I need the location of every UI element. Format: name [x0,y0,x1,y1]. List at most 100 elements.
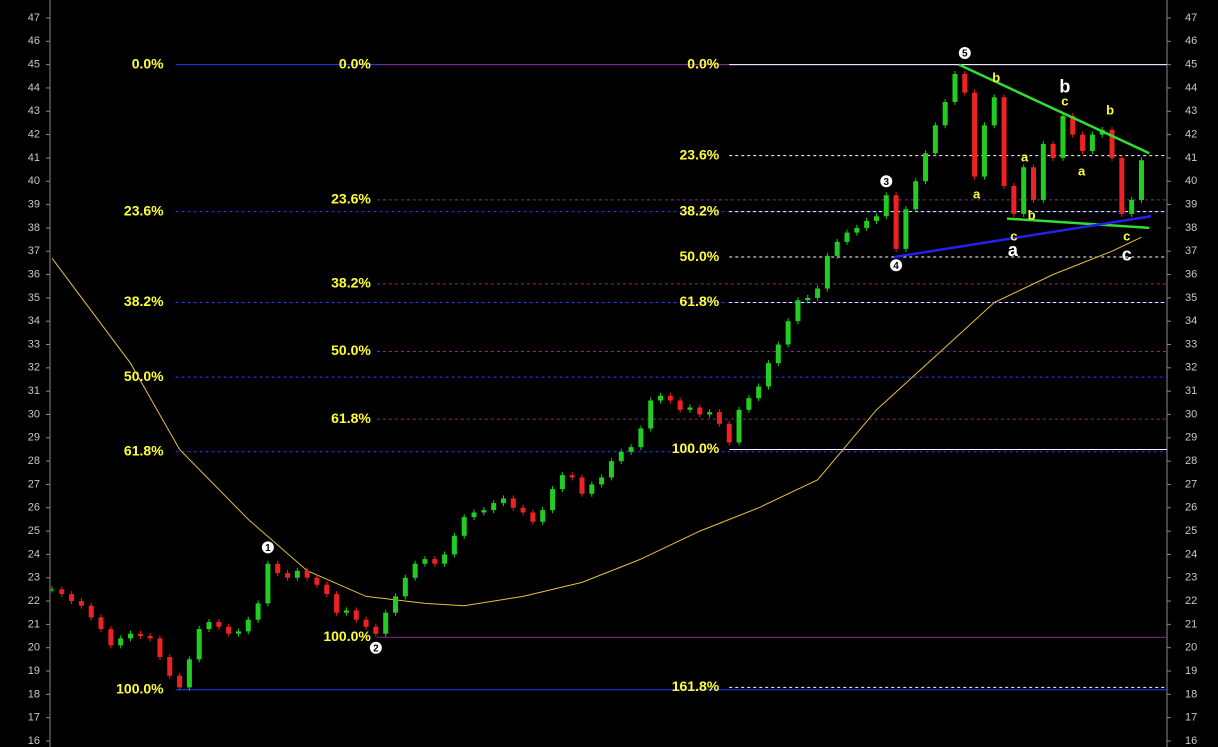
wave-label: b [1059,77,1070,97]
wave-label: c [1123,229,1130,244]
y-tick-label: 45 [28,59,40,71]
wave-label: c [1061,93,1068,108]
fib-label: 50.0% [680,248,720,264]
candle [815,288,821,298]
y-tick-label: 22 [28,595,40,607]
candle [294,570,300,578]
y-tick-label: 23 [28,572,40,584]
y-tick-label: 25 [28,525,40,537]
y-tick-label-right: 44 [1185,82,1197,94]
wave-label: 5 [962,49,968,60]
y-tick-label-right: 21 [1185,618,1197,630]
candle [59,589,65,595]
candle [805,297,811,301]
candle [716,412,722,424]
candle [78,601,84,606]
candle [981,125,987,177]
candle [481,510,487,513]
y-tick-label-right: 19 [1185,665,1197,677]
candle [363,619,369,627]
y-tick-label: 47 [28,12,40,24]
candle [883,195,889,217]
candle [206,622,212,630]
y-tick-label-right: 42 [1185,129,1197,141]
candle [677,400,683,410]
wave-marker [880,175,893,188]
candle [697,407,703,415]
candle [903,209,909,249]
candle [844,232,850,242]
wave-marker [958,46,971,59]
y-tick-label-right: 16 [1185,735,1197,747]
candle [1050,143,1056,158]
fib-label: 100.0% [116,680,164,696]
y-tick-label: 26 [28,502,40,514]
y-tick-label: 44 [28,82,40,94]
candle [687,407,693,410]
y-tick-label: 29 [28,432,40,444]
fib-label: 0.0% [687,55,719,71]
candle [893,195,899,249]
candle [383,612,389,634]
candle [952,73,958,102]
candle [834,241,840,256]
candle [913,181,919,210]
candle [432,559,438,564]
candle [854,227,860,233]
candle [520,507,526,513]
y-tick-label-right: 41 [1185,152,1197,164]
candle [461,517,467,536]
candle [275,563,281,574]
fib-label: 0.0% [339,55,371,71]
y-tick-label-right: 30 [1185,408,1197,420]
wave-label: b [1106,103,1114,118]
fib-label: 61.8% [331,410,371,426]
fib-label: 50.0% [124,368,164,384]
fib-label: 161.8% [672,678,720,694]
y-tick-label: 31 [28,385,40,397]
wave-label: a [1078,163,1086,178]
candle [235,631,241,634]
candle [608,461,614,478]
candle [864,220,870,228]
candle [1001,97,1007,186]
candle [157,638,163,658]
candle [226,626,232,634]
y-tick-label: 42 [28,129,40,141]
y-tick-label: 38 [28,222,40,234]
wave-marker [369,641,382,654]
candle [1119,157,1125,214]
wave-label: c [1122,245,1132,265]
candle [49,589,55,591]
candle [579,477,585,494]
candle [353,610,359,620]
candle [127,633,133,639]
fib-label: 23.6% [680,146,720,162]
candle [618,451,624,462]
wave-label: 4 [893,261,899,272]
y-tick-label-right: 17 [1185,712,1197,724]
y-tick-label-right: 43 [1185,105,1197,117]
candle [137,633,143,637]
y-tick-label-right: 39 [1185,198,1197,210]
candle [765,363,771,387]
candle [942,101,948,126]
y-tick-label-right: 36 [1185,268,1197,280]
wave-label: a [1021,149,1029,164]
y-tick-label: 39 [28,198,40,210]
y-tick-label-right: 28 [1185,455,1197,467]
candle [1021,167,1027,214]
fib-label: 61.8% [680,293,720,309]
candle [658,395,664,401]
candle [569,475,575,478]
candle [746,398,752,410]
y-tick-label-right: 25 [1185,525,1197,537]
y-tick-label-right: 31 [1185,385,1197,397]
candle [1031,167,1037,200]
candle [824,255,830,289]
y-tick-label: 43 [28,105,40,117]
candle [1138,160,1144,200]
y-tick-label: 20 [28,642,40,654]
